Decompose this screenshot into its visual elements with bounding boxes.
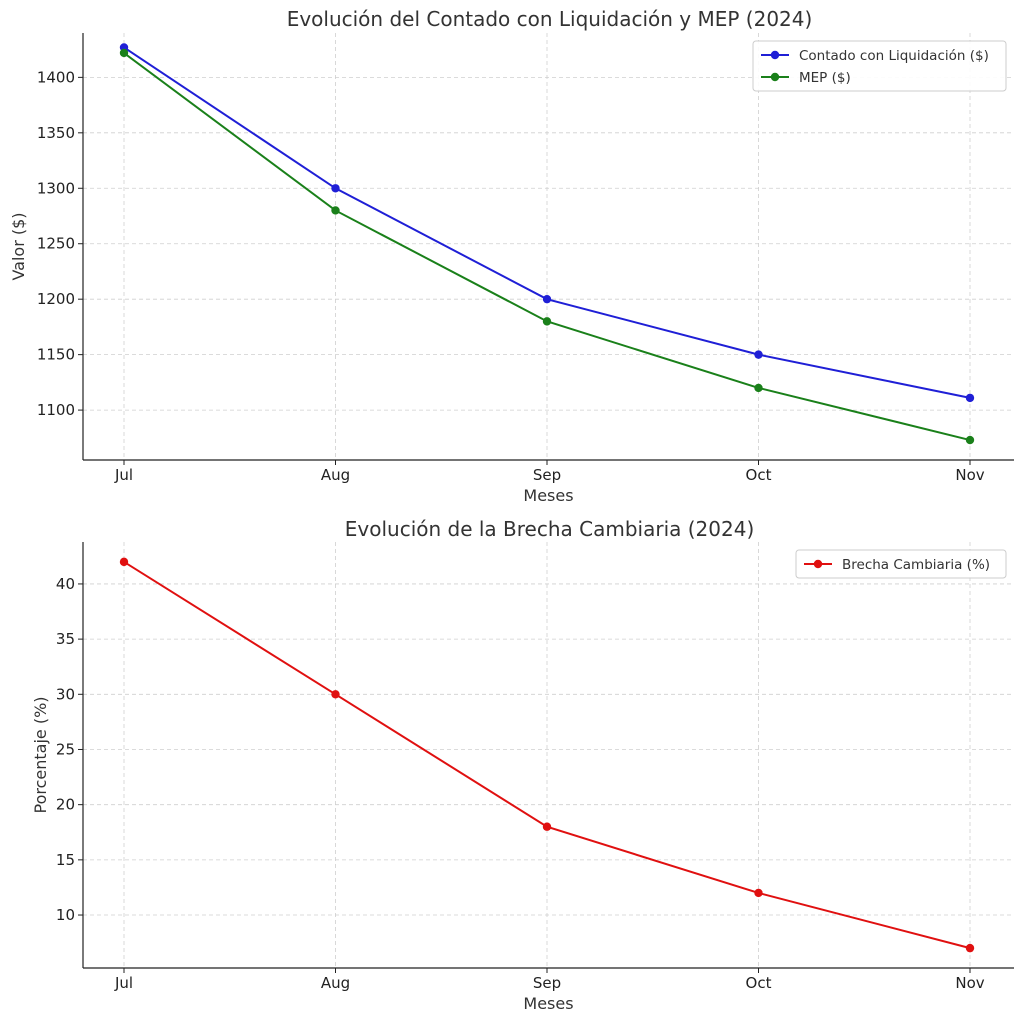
x-tick-label: Oct [746,974,772,992]
chart-title: Evolución de la Brecha Cambiaria (2024) [345,517,755,541]
y-tick-label: 15 [56,851,75,869]
x-tick-label: Jul [114,974,133,992]
data-point [542,822,552,831]
data-point [542,317,552,326]
legend-point-marker [813,559,823,569]
x-tick-label: Aug [321,466,350,484]
data-point [119,48,129,58]
y-tick-label: 20 [56,796,75,814]
y-tick-label: 30 [56,685,75,703]
data-point [331,184,340,193]
data-point [965,943,975,953]
legend-box [752,40,1007,92]
x-axis-label: Meses [523,994,573,1013]
x-tick-label: Jul [114,466,133,484]
data-point [754,383,763,393]
y-tick-label: 10 [56,906,75,924]
chart-brecha-cambiaria: 10 15 20 25 30 35 40 Jul Aug Sep Oct Nov Evolución d… [31,517,1014,1013]
legend-box [795,549,1007,579]
legend-point-marker [770,50,780,60]
x-tick-label: Aug [321,974,350,992]
y-axis-label: Porcentaje (%) [31,696,50,813]
x-tick-label: Sep [533,466,561,484]
x-tick-label: Nov [955,974,984,992]
y-tick-label: 1150 [37,346,75,364]
data-point [754,350,763,359]
y-tick-label: 35 [56,630,75,648]
data-point [331,690,340,699]
y-tick-label: 1400 [37,68,75,86]
data-point [119,557,129,567]
data-point [965,435,975,445]
y-tick-label: 1100 [37,401,75,419]
y-tick-label: 40 [56,575,75,593]
legend-point-marker [770,72,780,82]
x-tick-label: Sep [533,974,561,992]
data-point [965,393,975,403]
legend-entry: Brecha Cambiaria (%) [842,557,990,573]
x-axis-label: Meses [523,486,573,505]
y-axis-label: Valor ($) [9,212,28,280]
y-tick-label: 1300 [37,179,75,197]
x-tick-label: Nov [955,466,984,484]
y-tick-label: 1250 [37,235,75,253]
y-tick-label: 25 [56,740,75,758]
data-point [542,294,552,304]
chart-cotizaciones: 1100 1150 1200 1250 1300 1350 1400 Jul Aug Sep Oct… [9,7,1014,505]
y-tick-label: 1350 [37,124,75,142]
data-point [754,888,763,898]
chart-title: Evolución del Contado con Liquidación y … [287,7,813,31]
x-tick-label: Oct [746,466,772,484]
y-tick-label: 1200 [37,290,75,308]
data-point [331,206,340,215]
legend-entry: Contado con Liquidación ($) [799,48,989,64]
legend-entry: MEP ($) [799,70,851,86]
